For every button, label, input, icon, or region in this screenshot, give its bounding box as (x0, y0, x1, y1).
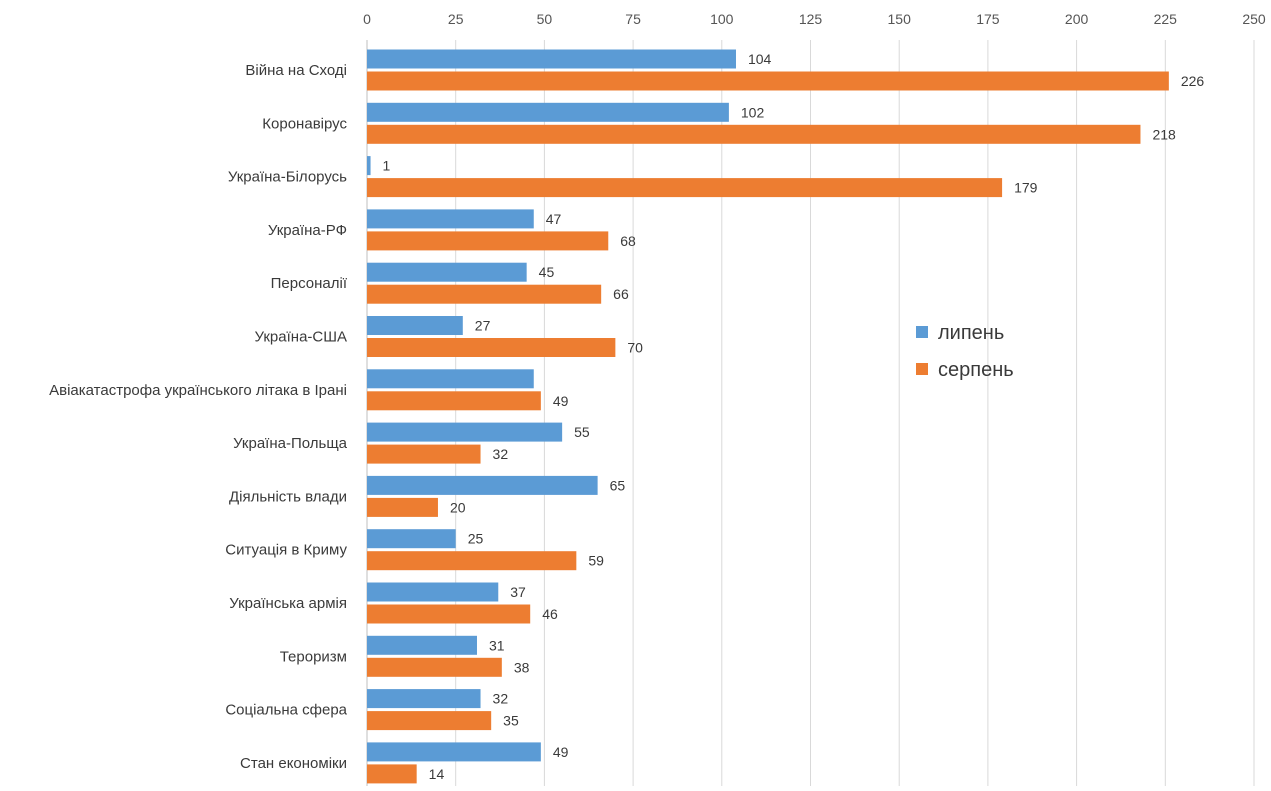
bar-august (367, 551, 577, 571)
data-label: 35 (503, 713, 519, 729)
bar-august (367, 764, 417, 784)
data-label: 1 (383, 158, 391, 174)
x-tick-label: 125 (799, 11, 823, 27)
category-label: Соціальна сфера (225, 702, 347, 719)
data-label: 32 (493, 691, 509, 707)
bar-august (367, 497, 438, 517)
x-tick-label: 75 (625, 11, 641, 27)
category-label: Україна-Білорусь (228, 169, 347, 186)
data-label: 59 (588, 553, 604, 569)
category-label: Україна-РФ (268, 222, 347, 239)
category-label: Україна-США (255, 329, 347, 346)
bar-august (367, 444, 481, 464)
data-label: 47 (546, 211, 562, 227)
legend-label: серпень (938, 359, 1014, 381)
data-label: 45 (539, 264, 555, 280)
data-label: 70 (627, 340, 643, 356)
x-tick-label: 225 (1154, 11, 1178, 27)
bar-august (367, 711, 492, 731)
data-label: 25 (468, 531, 484, 547)
x-tick-label: 25 (448, 11, 464, 27)
x-tick-label: 150 (888, 11, 912, 27)
bars: 104 226 102 218 1 179 47 68 45 66 27 70 49 55 32 65 2025… (367, 49, 1205, 784)
legend-label: липень (938, 322, 1004, 344)
bar-august (367, 71, 1169, 91)
bar-july (367, 582, 499, 602)
legend-swatch (916, 326, 928, 338)
bar-july (367, 689, 481, 709)
gridlines (366, 40, 1255, 786)
bar-august (367, 231, 609, 251)
bar-august (367, 338, 616, 357)
data-label: 65 (610, 477, 626, 493)
bar-august (367, 604, 531, 624)
data-label: 32 (493, 446, 509, 462)
x-tick-label: 0 (363, 11, 371, 27)
category-label: Тероризм (280, 648, 347, 665)
x-tick-label: 175 (976, 11, 1000, 27)
data-label: 46 (542, 606, 558, 622)
bar-july (367, 316, 463, 335)
category-label: Стан економіки (240, 755, 347, 772)
bar-july (367, 422, 563, 442)
data-label: 218 (1152, 126, 1176, 142)
data-label: 49 (553, 744, 569, 760)
category-labels: Війна на Сході Коронавірус Україна-Білорус… (49, 62, 348, 772)
bar-august (367, 124, 1141, 144)
category-label: Українська армія (229, 595, 347, 612)
bar-august (367, 657, 502, 677)
data-label: 14 (429, 766, 445, 782)
data-label: 31 (489, 637, 505, 653)
category-label: Ситуація в Криму (225, 542, 347, 559)
bar-july (367, 209, 534, 229)
category-label: Авіакатастрофа українського літака в Іра… (49, 382, 347, 399)
data-label: 20 (450, 499, 466, 515)
category-label: Персоналії (271, 275, 348, 292)
bar-august (367, 178, 1003, 198)
x-tick-label: 200 (1065, 11, 1089, 27)
bar-july (367, 102, 729, 122)
data-label: 66 (613, 286, 629, 302)
x-tick-label: 50 (537, 11, 553, 27)
x-tick-label: 250 (1242, 11, 1266, 27)
data-label: 226 (1181, 73, 1205, 89)
data-label: 179 (1014, 180, 1038, 196)
legend-swatch (916, 363, 928, 375)
bar-july (367, 529, 456, 549)
bar-august (367, 391, 541, 411)
data-label: 49 (553, 393, 569, 409)
data-label: 68 (620, 233, 636, 249)
bar-july (367, 635, 477, 655)
bar-august (367, 284, 602, 304)
bar-july (367, 262, 527, 282)
data-label: 38 (514, 659, 530, 675)
bar-july (367, 49, 736, 69)
category-label: Коронавірус (262, 115, 347, 132)
data-label: 102 (741, 104, 765, 120)
data-label: 55 (574, 424, 590, 440)
data-label: 104 (748, 51, 772, 67)
category-label: Діяльність влади (229, 488, 347, 505)
bar-july (367, 369, 534, 389)
bar-july (367, 475, 598, 495)
category-label: Війна на Сході (245, 62, 347, 79)
bar-july (367, 742, 541, 762)
data-label: 37 (510, 584, 526, 600)
x-tick-label: 100 (710, 11, 734, 27)
x-axis-ticks: 0 25 50 75 100 125 150 175 200 225 250 (363, 11, 1266, 27)
data-label: 27 (475, 318, 491, 334)
bar-july (367, 156, 371, 176)
legend: липень серпень (916, 322, 1014, 381)
category-label: Україна-Польща (233, 435, 348, 452)
